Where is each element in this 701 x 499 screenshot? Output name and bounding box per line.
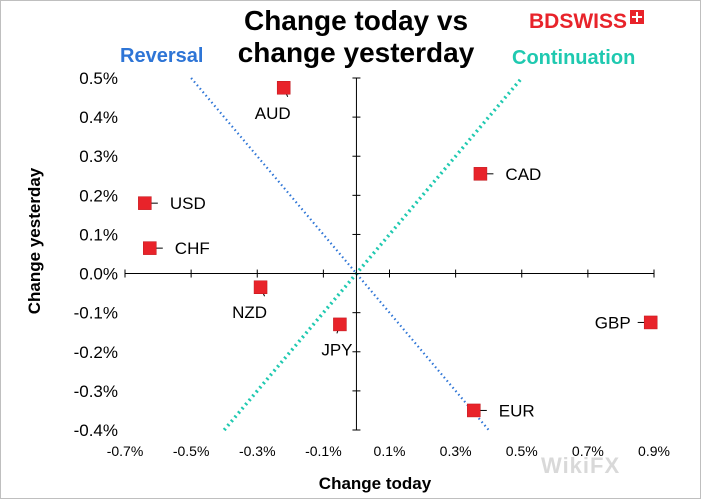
y-tick-label: -0.1% — [74, 304, 118, 323]
data-point-usd — [138, 196, 152, 210]
data-point-eur — [467, 403, 481, 418]
data-label-usd: USD — [170, 194, 206, 213]
data-label-jpy: JPY — [321, 340, 352, 359]
brand-logo-text: BDSWISS — [529, 10, 628, 33]
x-tick-label: -0.7% — [107, 443, 144, 459]
chart-title: Change today vs change yesterday — [237, 5, 475, 68]
data-label-cad: CAD — [505, 165, 541, 184]
data-point-gbp — [643, 315, 658, 330]
brand-logo: BDSWISS — [529, 10, 645, 33]
x-tick-label: -0.5% — [173, 443, 210, 459]
y-tick-label: 0.1% — [79, 225, 118, 244]
y-tick-label: -0.4% — [74, 421, 118, 440]
reversal-annotation: Reversal — [120, 45, 204, 67]
x-tick-label: 0.7% — [572, 443, 604, 459]
data-label-aud: AUD — [255, 104, 291, 123]
x-tick-label: 0.5% — [506, 443, 538, 459]
y-tick-label: 0.2% — [79, 186, 118, 205]
data-label-gbp: GBP — [595, 313, 631, 332]
x-tick-label: -0.3% — [239, 443, 276, 459]
y-tick-label: -0.2% — [74, 343, 118, 362]
reference-line-continuation — [222, 76, 524, 432]
data-point-jpy — [333, 317, 347, 332]
x-tick-label: 0.3% — [440, 443, 472, 459]
x-axis-label: Change today — [318, 474, 432, 493]
y-tick-label: 0.0% — [79, 265, 118, 284]
y-axis-label: Change yesterday — [25, 167, 44, 315]
data-point-nzd — [253, 280, 268, 294]
watermark: WikiFX — [541, 453, 621, 478]
reference-line-reversal — [190, 77, 490, 431]
data-label-nzd: NZD — [232, 303, 267, 322]
swiss-cross-icon — [630, 10, 645, 24]
y-tick-label: 0.4% — [79, 108, 118, 127]
y-tick-label: 0.5% — [79, 69, 118, 88]
data-point-aud — [276, 81, 291, 95]
data-label-eur: EUR — [499, 401, 535, 420]
x-tick-label: 0.9% — [638, 443, 670, 459]
data-label-chf: CHF — [175, 239, 210, 258]
x-tick-label: 0.1% — [374, 443, 406, 459]
y-tick-label: -0.3% — [74, 382, 118, 401]
data-point-chf — [143, 241, 157, 255]
x-tick-label: -0.1% — [305, 443, 342, 459]
continuation-annotation: Continuation — [512, 47, 636, 69]
data-point-cad — [473, 167, 488, 181]
y-tick-label: 0.3% — [79, 147, 118, 166]
